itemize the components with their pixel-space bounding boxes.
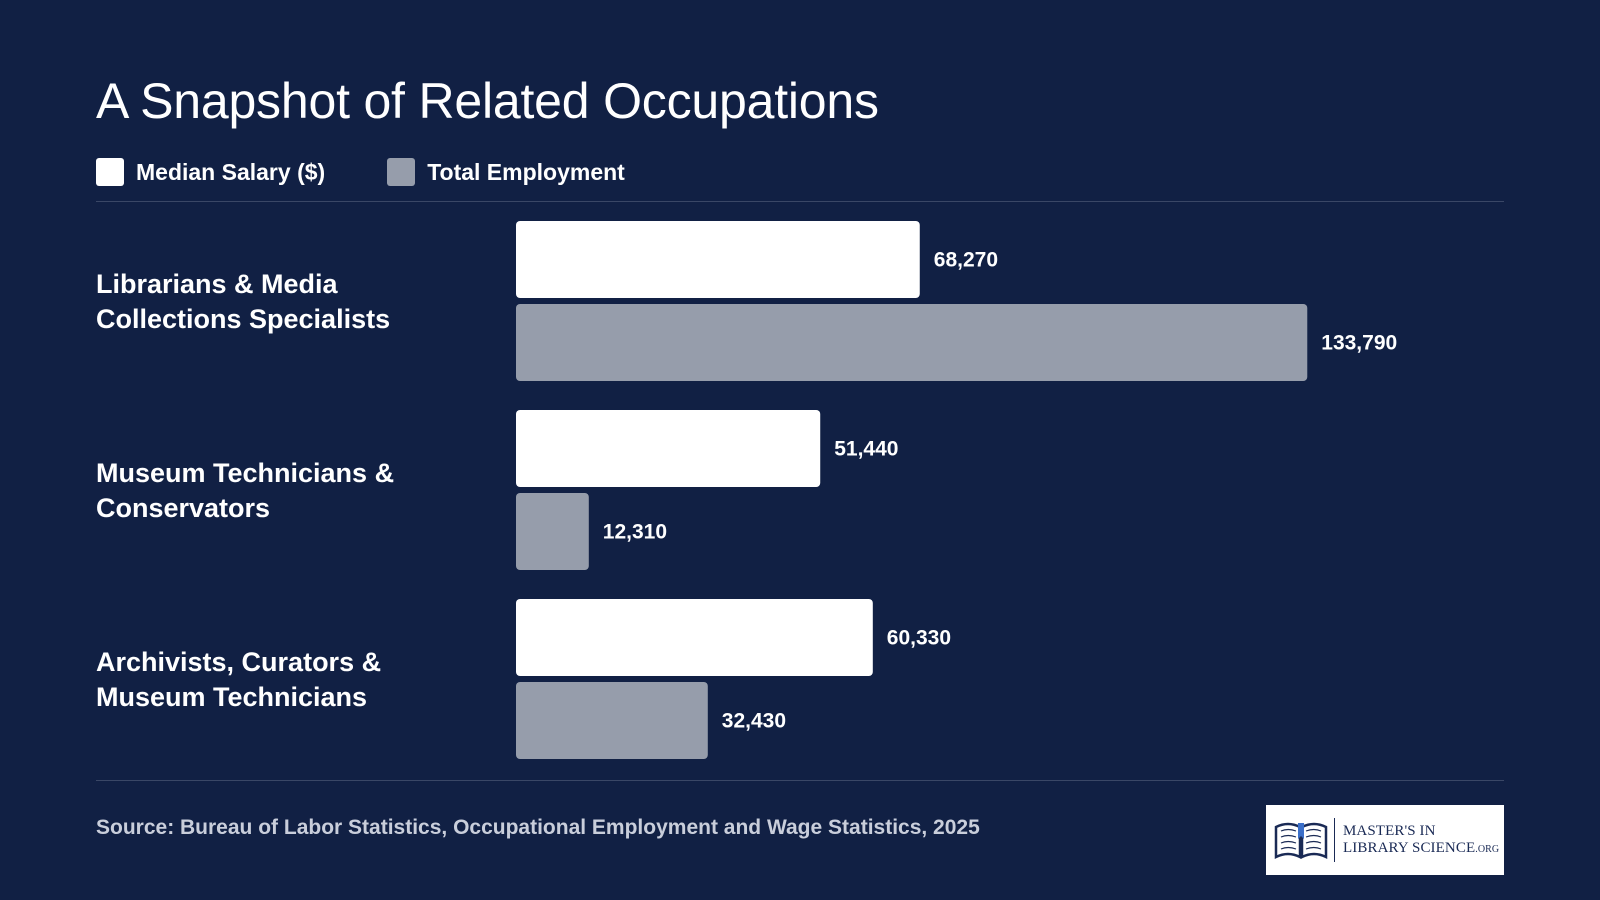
value-label-employment: 133,790: [1321, 332, 1397, 355]
value-label-salary: 60,330: [887, 627, 951, 650]
legend-swatch-salary: [96, 158, 124, 186]
bar-salary: [516, 599, 873, 676]
bar-employment: [516, 304, 1308, 381]
bar-salary: [516, 221, 920, 298]
bar-employment: [516, 682, 708, 759]
value-label-salary: 51,440: [834, 438, 898, 461]
bar-salary: [516, 410, 821, 487]
brand-logo: MASTER'S IN LIBRARY SCIENCE.ORG: [1266, 805, 1504, 875]
legend-item-employment: Total Employment: [387, 158, 625, 186]
value-label-salary: 68,270: [934, 249, 998, 272]
chart-legend: Median Salary ($) Total Employment: [96, 158, 625, 186]
logo-suffix: .ORG: [1475, 843, 1500, 855]
chart-title: A Snapshot of Related Occupations: [96, 73, 879, 129]
legend-label-employment: Total Employment: [427, 158, 625, 185]
legend-item-salary: Median Salary ($): [96, 158, 325, 186]
legend-swatch-employment: [387, 158, 416, 186]
value-label-employment: 12,310: [603, 521, 667, 544]
logo-divider: [1334, 818, 1335, 862]
source-note: Source: Bureau of Labor Statistics, Occu…: [96, 816, 980, 839]
logo-line-2: LIBRARY SCIENCE: [1343, 839, 1476, 856]
value-label-employment: 32,430: [722, 710, 786, 733]
category-label: Librarians & Media Collections Specialist…: [96, 269, 390, 334]
bottom-divider: [96, 780, 1504, 781]
open-book-icon: [1274, 822, 1328, 860]
category-label: Archivists, Curators & Museum Technicians: [96, 647, 381, 712]
legend-label-salary: Median Salary ($): [136, 158, 326, 185]
top-divider: [96, 201, 1504, 202]
logo-text: MASTER'S IN LIBRARY SCIENCE.ORG: [1343, 823, 1499, 858]
logo-line-1: MASTER'S IN: [1343, 822, 1436, 839]
bar-employment: [516, 493, 589, 570]
category-label: Museum Technicians & Conservators: [96, 458, 394, 523]
